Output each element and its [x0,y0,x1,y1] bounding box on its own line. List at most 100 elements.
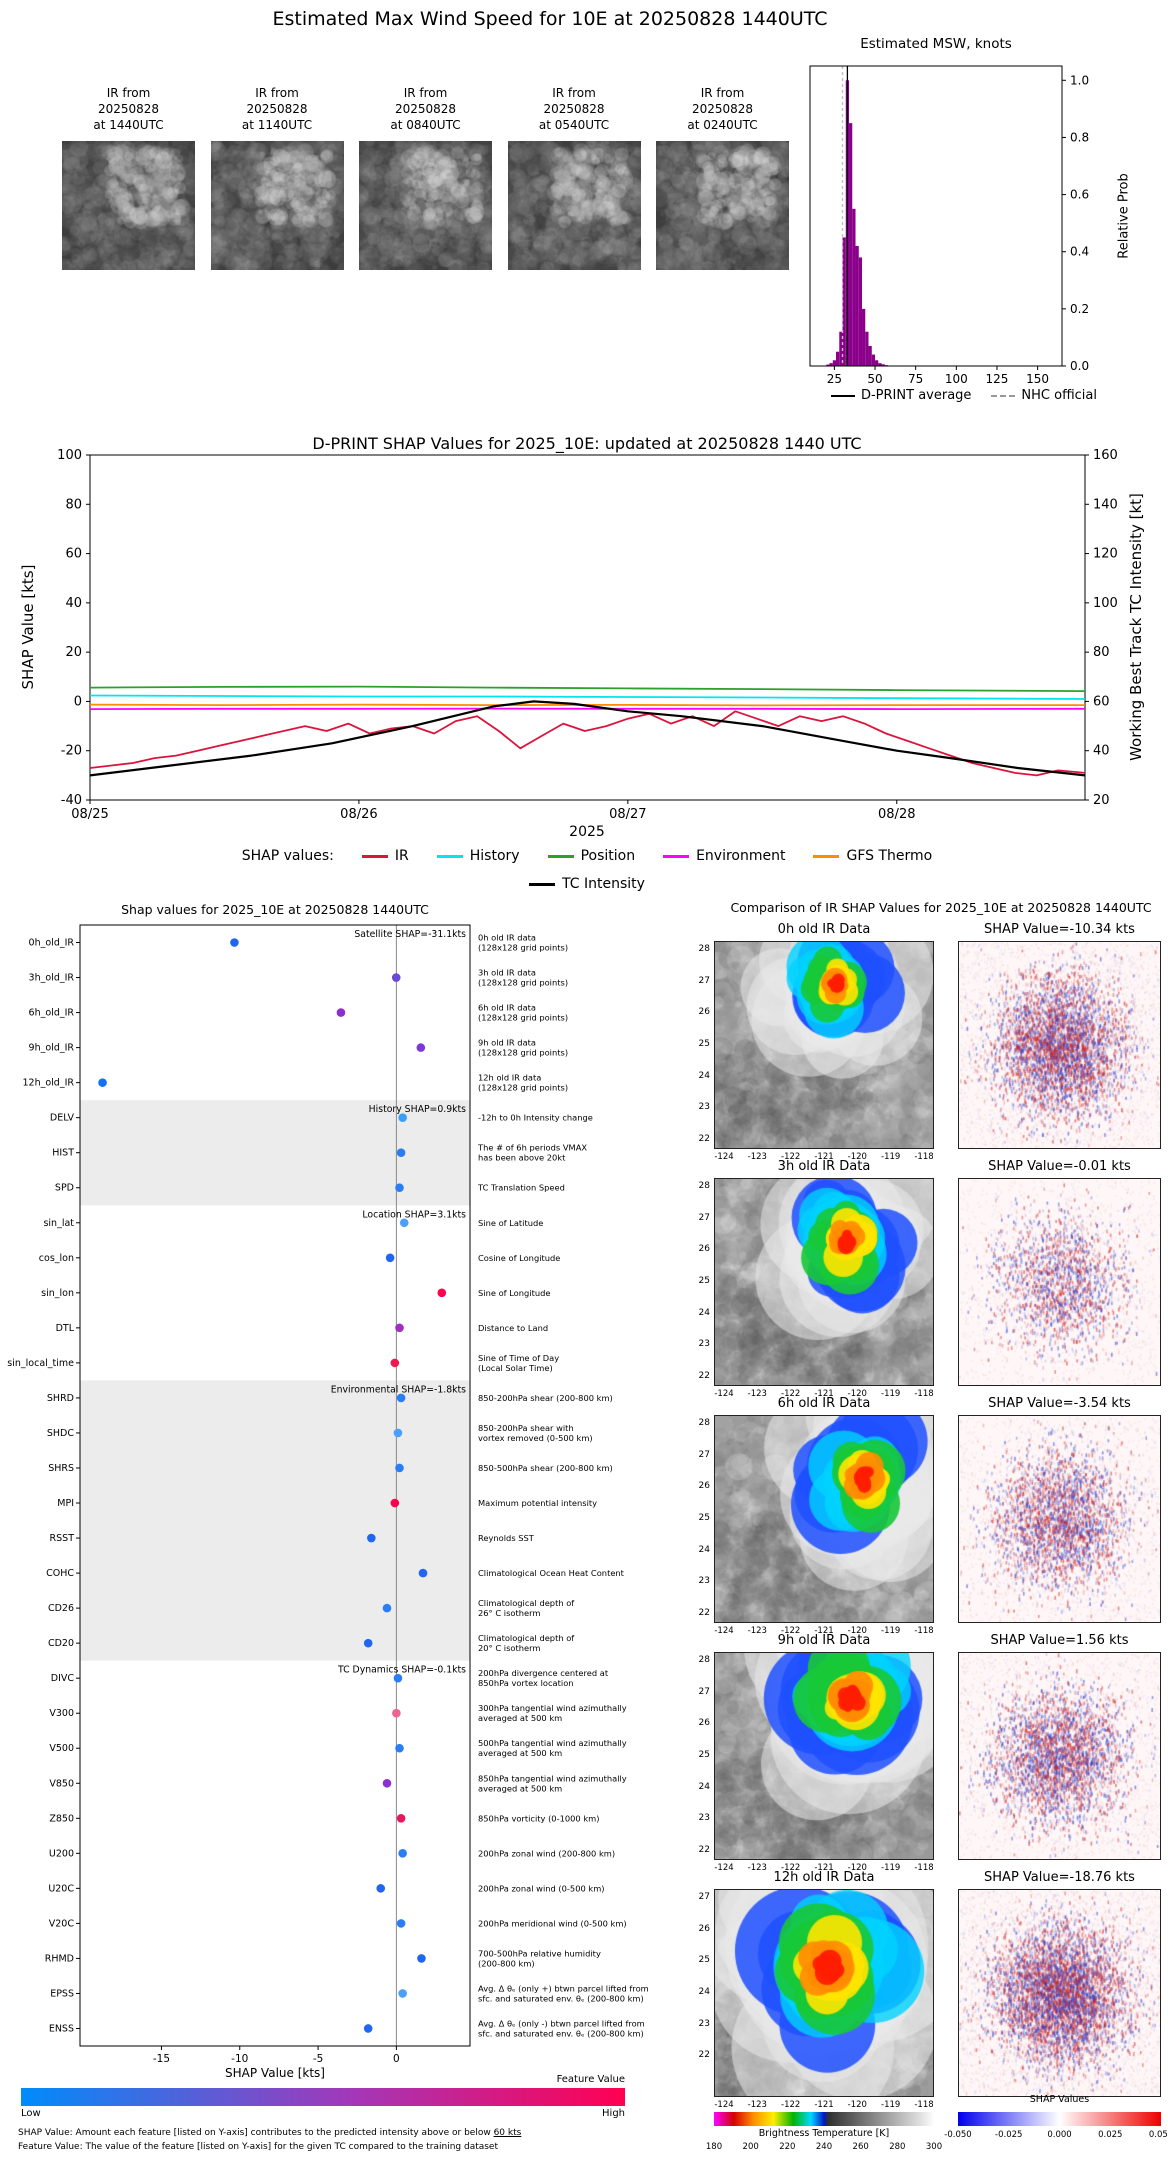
svg-text:sin_lon: sin_lon [41,1288,74,1299]
dotplot-xlabel: SHAP Value [kts] [225,2066,325,2080]
brightness-temp-colorbar-label: Brightness Temperature [K] [758,2128,890,2139]
lon-tick-label: -118 [914,2100,934,2110]
lat-tick-label: 23 [698,1339,710,1350]
svg-text:20° C isotherm: 20° C isotherm [478,1643,540,1653]
legend-item: TC Intensity [529,876,645,892]
svg-text:300hPa tangential wind azimuth: 300hPa tangential wind azimuthally [478,1703,627,1713]
brightness-temp-colorbar-ticks: 180 200 220 240 260 280 300 [706,2142,942,2154]
lat-tick-label: 25 [698,1513,710,1523]
lon-tick-label: -119 [881,1389,901,1399]
lon-tick-label: -118 [914,1152,934,1162]
shap-map-panel [958,1889,1161,2097]
svg-text:RSST: RSST [50,1533,75,1544]
lat-tick-label: 23 [698,2018,710,2029]
ir-satellite-image [62,141,195,270]
shap-panel-title: SHAP Value=-10.34 kts [984,922,1135,937]
ir-thumbnail: IR from 20250828 at 0540UTC [507,85,641,270]
bt-colorbar-tick: 260 [852,2142,869,2152]
svg-text:V850: V850 [49,1778,74,1789]
lon-tick-label: -118 [914,1389,934,1399]
svg-text:-20: -20 [61,744,82,759]
lon-tick-label: -121 [814,2100,834,2110]
svg-text:500hPa tangential wind azimuth: 500hPa tangential wind azimuthally [478,1738,627,1748]
lat-tick-label: 26 [698,1923,710,1934]
svg-text:V500: V500 [49,1743,74,1754]
svg-text:SPD: SPD [55,1183,74,1194]
svg-text:U20C: U20C [48,1883,74,1894]
svg-text:TC Translation Speed: TC Translation Speed [477,1183,565,1193]
lat-tick-label: 25 [698,1276,710,1286]
ir-map-panel [714,941,934,1149]
ir-satellite-image [507,141,641,270]
svg-text:9h_old_IR: 9h_old_IR [29,1043,75,1054]
lon-tick-label: -122 [781,1152,801,1162]
svg-text:EPSS: EPSS [50,1988,74,1999]
timeseries-xlabel: 2025 [569,824,605,840]
svg-text:sin_local_time: sin_local_time [7,1358,74,1369]
lon-tick-label: -119 [881,1863,901,1873]
ir-panel-title: 3h old IR Data [777,1159,871,1174]
svg-text:Environmental SHAP=-1.8kts: Environmental SHAP=-1.8kts [331,1384,466,1395]
svg-text:vortex removed (0-500 km): vortex removed (0-500 km) [478,1433,593,1443]
shap-map-image [959,1179,1160,1385]
svg-text:Avg. Δ θₑ (only -) btwn parcel: Avg. Δ θₑ (only -) btwn parcel lifted fr… [478,2018,645,2028]
legend-label: Environment [696,848,786,864]
lon-tick-label: -123 [747,1152,767,1162]
ir-panel-title: 12h old IR Data [773,1870,875,1885]
lat-tick-label: 26 [698,1481,710,1492]
timeseries-title: D-PRINT SHAP Values for 2025_10E: update… [312,434,862,453]
brightness-temp-colorbar [714,2112,934,2126]
svg-text:0.4: 0.4 [1070,245,1089,259]
svg-text:sfc. and saturated env. θₑ (20: sfc. and saturated env. θₑ (200-800 km) [478,2028,644,2038]
svg-text:60: 60 [1093,694,1110,709]
svg-text:08/25: 08/25 [71,807,108,822]
svg-text:850-200hPa shear (200-800 km): 850-200hPa shear (200-800 km) [478,1393,613,1403]
lon-tick-label: -123 [747,1389,767,1399]
svg-text:Cosine of Longitude: Cosine of Longitude [478,1253,560,1263]
svg-text:SHRD: SHRD [47,1393,74,1404]
ir-satellite-image [359,141,492,270]
shap-timeseries-chart: -40 -20 0 20 40 60 80 100 20 40 60 80 100 120 140 160 08… [57,448,1118,822]
bt-colorbar-tick: 200 [742,2142,759,2152]
lat-tick-label: 22 [698,2050,710,2061]
svg-text:RHMD: RHMD [45,1953,74,1964]
svg-text:0: 0 [74,694,82,709]
shap-panel-title: SHAP Value=-3.54 kts [988,1396,1131,1411]
lon-tick-label: -121 [814,1626,834,1636]
svg-text:80: 80 [65,497,82,512]
svg-text:-5: -5 [313,2053,323,2065]
ir-map-image [715,1416,933,1622]
shap-map-panel [958,1652,1161,1860]
legend-swatch [529,882,556,886]
shap-colorbar-tick: -0.025 [995,2130,1023,2140]
lat-tick-label: 27 [698,1892,710,1903]
svg-text:TC Dynamics SHAP=-0.1kts: TC Dynamics SHAP=-0.1kts [337,1665,466,1676]
ir-thumbnail-label: IR from 20250828 at 0540UTC [538,86,610,132]
svg-text:(200-800 km): (200-800 km) [478,1958,535,1968]
legend-label: TC Intensity [562,876,645,892]
lon-tick-label: -119 [881,2100,901,2110]
shap-map-image [959,1653,1160,1859]
lat-tick-label: 24 [698,1987,710,1997]
histogram-title: Estimated MSW, knots [860,36,1012,52]
lon-tick-label: -121 [814,1152,834,1162]
svg-text:cos_lon: cos_lon [39,1253,74,1264]
svg-text:100: 100 [57,448,82,463]
lon-tick-label: -118 [914,1626,934,1636]
solid-line-swatch [830,394,855,397]
histogram-ylabel: Relative Prob [1116,173,1132,259]
svg-text:Climatological depth of: Climatological depth of [478,1633,575,1643]
legend-item: IR [361,848,409,864]
lon-tick-label: -124 [714,1626,734,1636]
svg-text:26° C isotherm: 26° C isotherm [478,1608,540,1618]
lon-tick-label: -121 [814,1863,834,1873]
svg-text:40: 40 [1093,744,1110,759]
svg-text:(Local Solar Time): (Local Solar Time) [478,1363,553,1373]
lat-tick-label: 28 [698,944,710,955]
legend-label: GFS Thermo [846,848,933,864]
legend-swatch [547,854,574,858]
shap-panel-title: SHAP Value=1.56 kts [990,1633,1129,1648]
svg-text:DIVC: DIVC [51,1673,75,1684]
svg-text:100: 100 [945,372,968,386]
lat-tick-label: 25 [698,1039,710,1049]
